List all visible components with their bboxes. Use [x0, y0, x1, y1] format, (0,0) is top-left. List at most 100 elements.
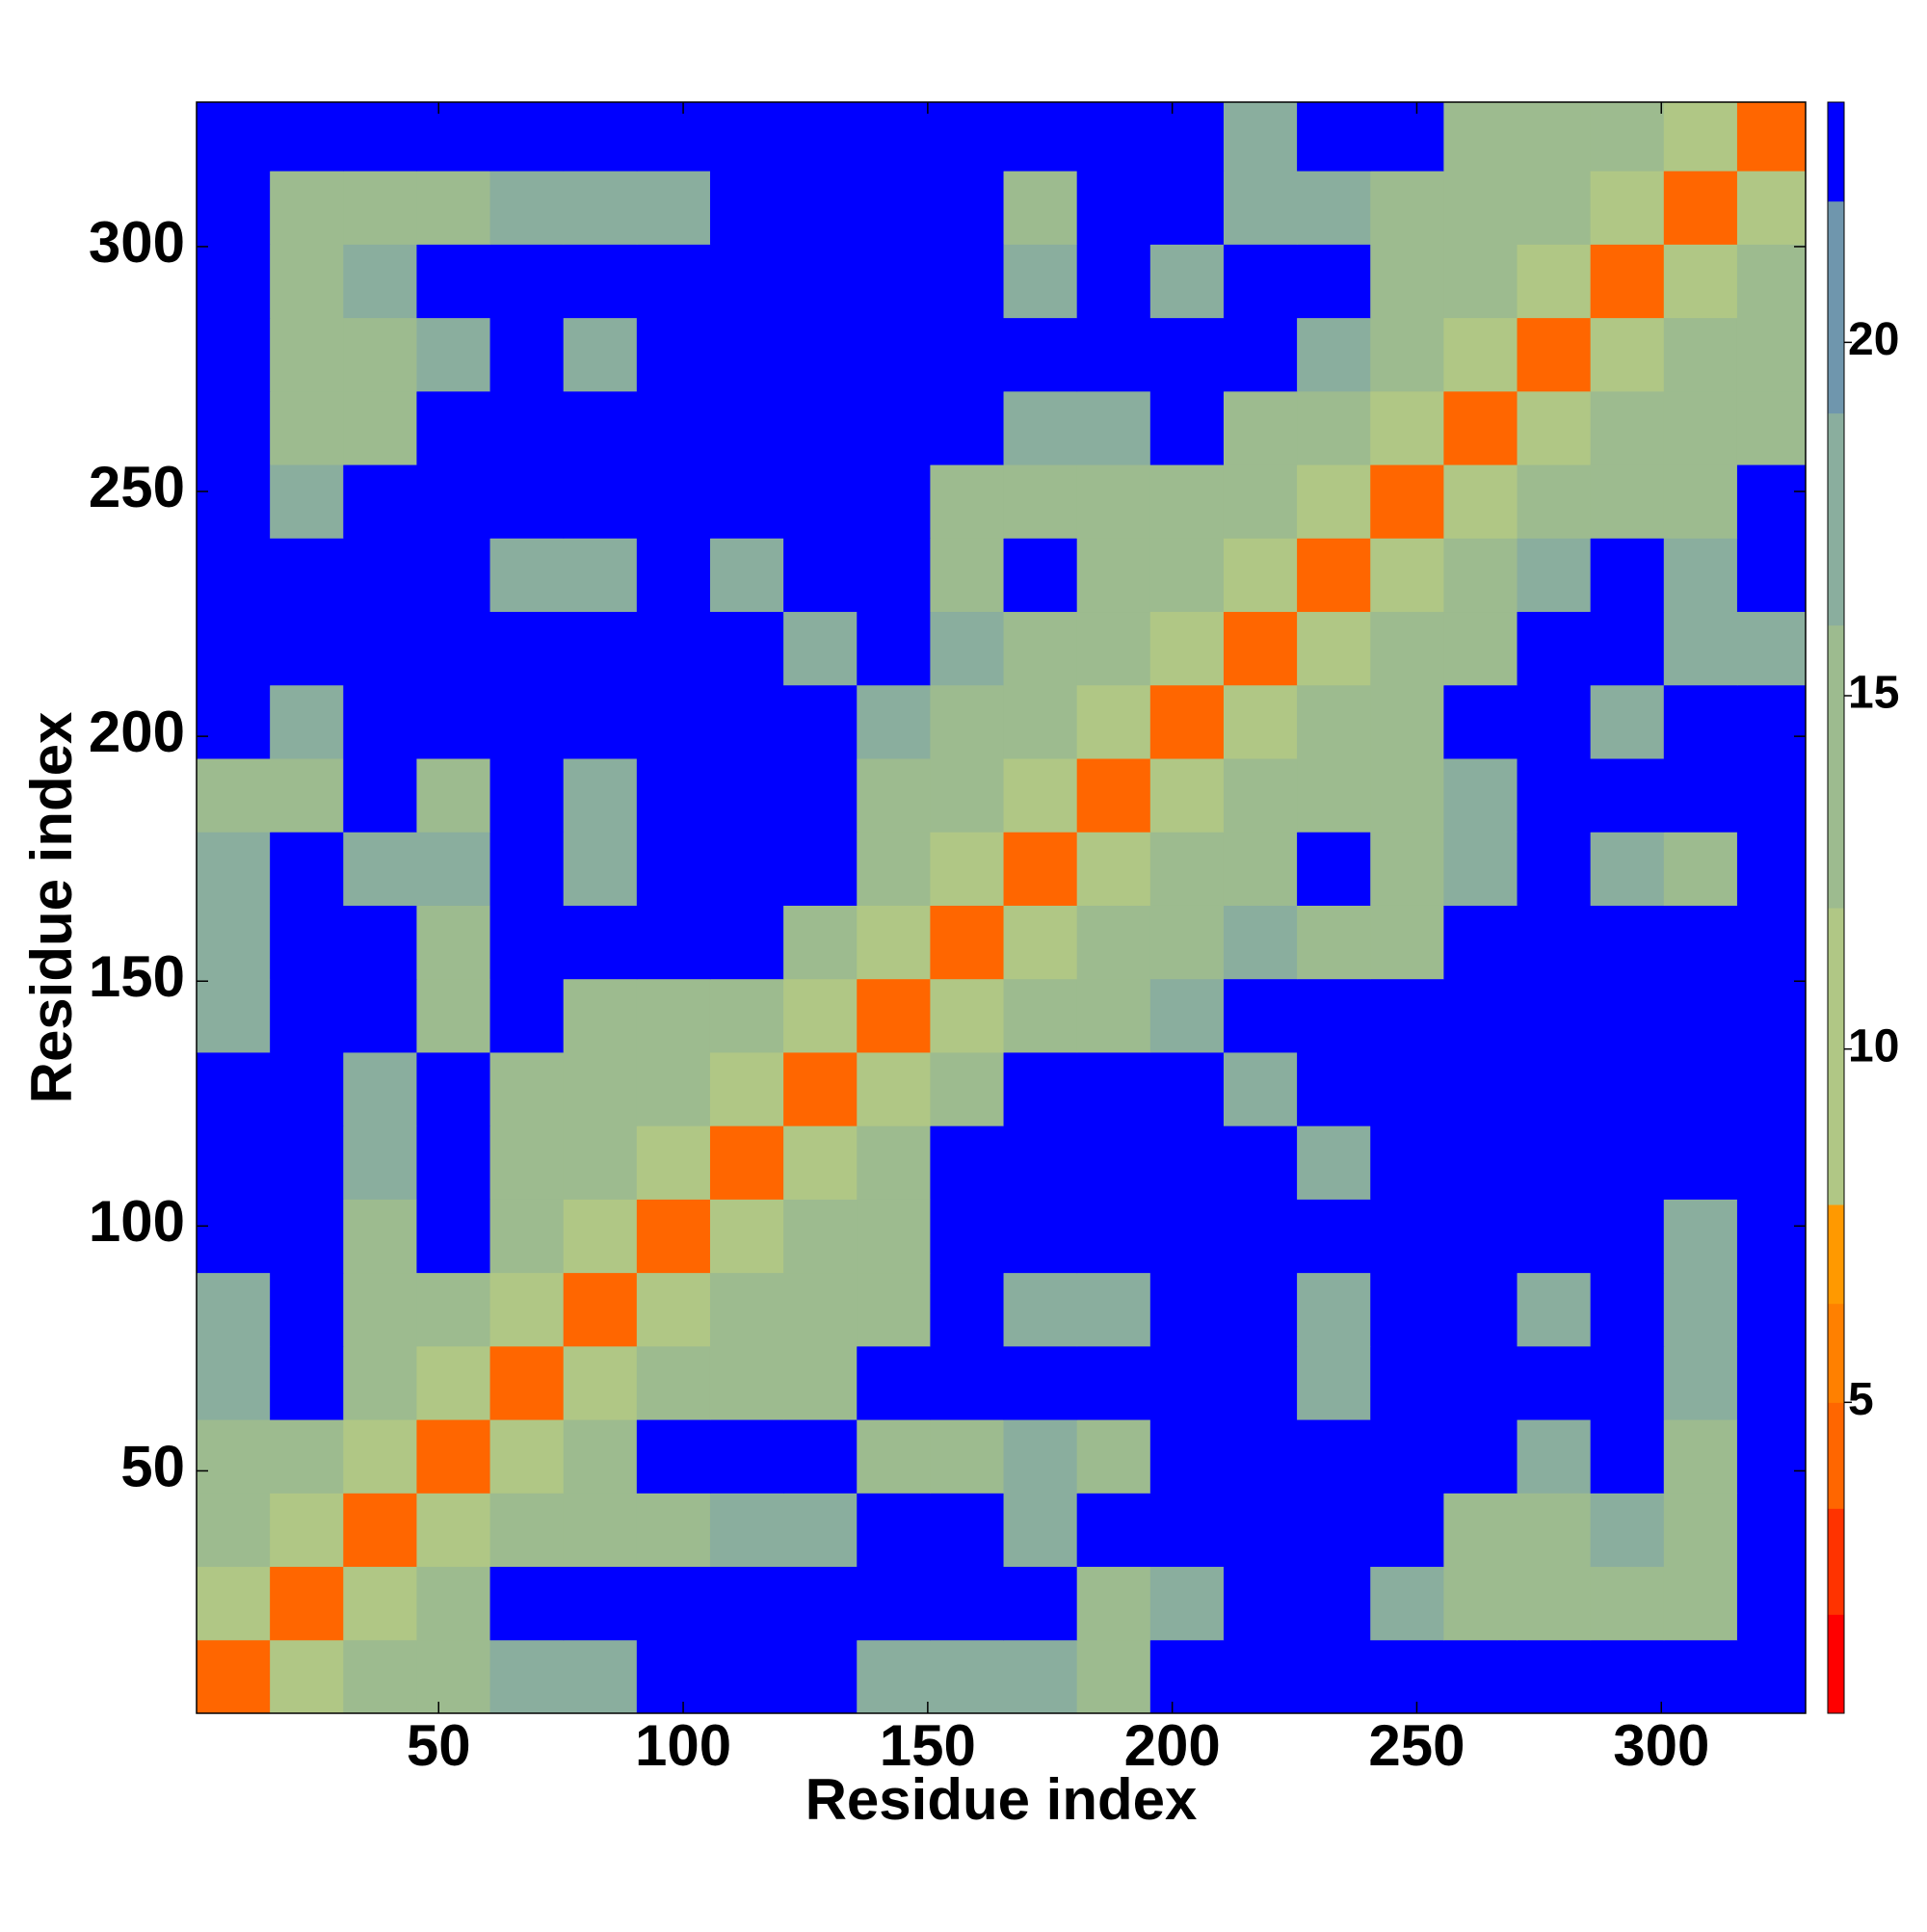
- heatmap-cell: [709, 1566, 784, 1641]
- heatmap-cell: [1223, 1419, 1298, 1494]
- heatmap-cell: [857, 244, 931, 319]
- heatmap-cell: [197, 1639, 271, 1713]
- heatmap-cell: [1149, 757, 1225, 833]
- heatmap-cell: [1076, 1125, 1151, 1200]
- heatmap-cell: [197, 102, 271, 172]
- heatmap-cell: [489, 1272, 565, 1347]
- heatmap-cell: [1223, 1125, 1298, 1200]
- heatmap-cell: [197, 1419, 271, 1494]
- heatmap-cell: [1223, 102, 1298, 172]
- heatmap-cell: [930, 832, 1005, 906]
- heatmap-cell: [270, 978, 344, 1053]
- heatmap-cell: [1663, 757, 1738, 833]
- colorbar-level: [1828, 624, 1844, 909]
- heatmap-cell: [1736, 1272, 1806, 1347]
- heatmap-cell: [1517, 757, 1592, 833]
- heatmap-cell: [636, 244, 711, 319]
- heatmap-cell: [1370, 171, 1444, 245]
- heatmap-cell: [1149, 832, 1225, 906]
- heatmap-cell: [636, 905, 711, 980]
- heatmap-cell: [1003, 1493, 1078, 1568]
- heatmap-cell: [197, 464, 271, 539]
- heatmap-cell: [1517, 102, 1592, 172]
- heatmap-cell: [1297, 757, 1371, 833]
- heatmap-cell: [1297, 832, 1371, 906]
- heatmap-cell: [416, 317, 491, 392]
- heatmap-cell: [709, 684, 784, 759]
- heatmap-cell: [930, 171, 1005, 245]
- heatmap-cell: [857, 1051, 931, 1126]
- heatmap-cell: [1297, 1199, 1371, 1274]
- heatmap-cell: [1443, 832, 1518, 906]
- heatmap-cell: [1663, 464, 1738, 539]
- heatmap-cell: [1076, 684, 1151, 759]
- heatmap-cell: [489, 1125, 565, 1200]
- colorbar-tick-label: 5: [1848, 1374, 1874, 1425]
- heatmap-cell: [1297, 1051, 1371, 1126]
- heatmap-cell: [783, 244, 858, 319]
- heatmap-cell: [1443, 1051, 1518, 1126]
- heatmap-cell: [270, 832, 344, 906]
- heatmap-cell: [1223, 1493, 1298, 1568]
- heatmap-cell: [416, 1419, 491, 1494]
- heatmap-cell: [1297, 1493, 1371, 1568]
- heatmap-cell: [1370, 978, 1444, 1053]
- heatmap-cell: [1370, 317, 1444, 392]
- heatmap-cell: [783, 464, 858, 539]
- heatmap-cell: [1149, 317, 1225, 392]
- heatmap-cell: [1149, 171, 1225, 245]
- heatmap-cell: [930, 1051, 1005, 1126]
- heatmap-cell: [1223, 757, 1298, 833]
- heatmap-cell: [930, 317, 1005, 392]
- heatmap-cell: [1076, 757, 1151, 833]
- heatmap-cell: [1223, 317, 1298, 392]
- heatmap-cell: [563, 171, 638, 245]
- heatmap-cell: [1076, 1272, 1151, 1347]
- heatmap-cell: [1003, 905, 1078, 980]
- heatmap-cell: [1076, 905, 1151, 980]
- heatmap-cell: [1370, 684, 1444, 759]
- heatmap-cell: [1370, 102, 1444, 172]
- heatmap-cell: [1076, 1419, 1151, 1494]
- heatmap-cell: [1076, 1051, 1151, 1126]
- heatmap-cell: [1517, 611, 1592, 686]
- heatmap-cell: [1076, 390, 1151, 465]
- heatmap-cell: [1370, 538, 1444, 613]
- heatmap-cell: [489, 1199, 565, 1274]
- heatmap-cell: [783, 390, 858, 465]
- heatmap-cell: [270, 1419, 344, 1494]
- heatmap-cell: [857, 1493, 931, 1568]
- heatmap-cell: [930, 905, 1005, 980]
- heatmap-cell: [270, 1566, 344, 1641]
- heatmap-cell: [416, 1199, 491, 1274]
- heatmap-cell: [1297, 390, 1371, 465]
- colorbar-level: [1828, 1402, 1844, 1509]
- heatmap-cell: [270, 1199, 344, 1274]
- heatmap-cell: [1590, 757, 1665, 833]
- heatmap-cell: [783, 611, 858, 686]
- heatmap-cell: [1590, 1566, 1665, 1641]
- heatmap-cell: [930, 1493, 1005, 1568]
- heatmap-cell: [930, 1639, 1005, 1713]
- y-tick-label: 150: [89, 944, 185, 1009]
- heatmap-cell: [1736, 1493, 1806, 1568]
- heatmap-cell: [857, 684, 931, 759]
- heatmap-cell: [1736, 102, 1806, 172]
- heatmap-cell: [270, 905, 344, 980]
- heatmap-cell: [1517, 1345, 1592, 1420]
- heatmap-cell: [270, 1493, 344, 1568]
- heatmap-cell: [636, 1639, 711, 1713]
- heatmap-cell: [1149, 1345, 1225, 1420]
- heatmap-cell: [1223, 538, 1298, 613]
- heatmap-cell: [709, 905, 784, 980]
- heatmap-cell: [1297, 317, 1371, 392]
- heatmap-cell: [563, 905, 638, 980]
- heatmap-cell: [1149, 905, 1225, 980]
- heatmap-cell: [1443, 1419, 1518, 1494]
- heatmap-cell: [1443, 611, 1518, 686]
- heatmap-cell: [1149, 102, 1225, 172]
- heatmap-cell: [857, 1125, 931, 1200]
- heatmap-cell: [1003, 390, 1078, 465]
- heatmap-cell: [197, 1493, 271, 1568]
- heatmap-cell: [489, 1345, 565, 1420]
